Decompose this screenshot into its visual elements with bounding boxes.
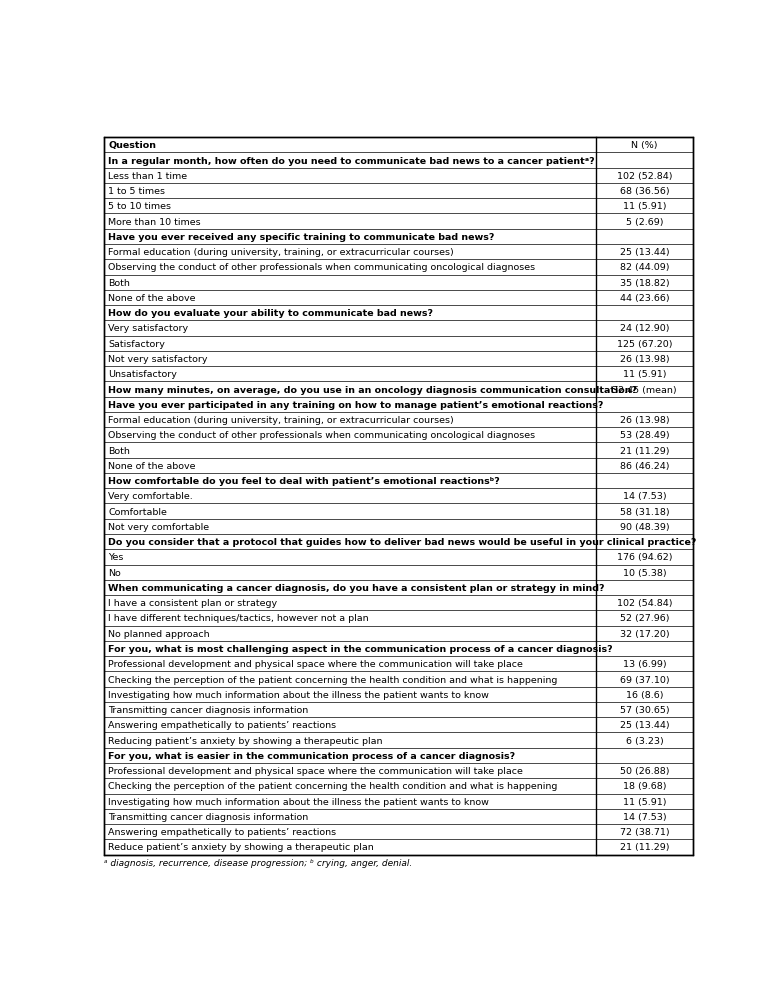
Text: 14 (7.53): 14 (7.53) (622, 813, 666, 821)
Text: 18 (9.68): 18 (9.68) (622, 782, 666, 791)
Text: 90 (48.39): 90 (48.39) (619, 522, 669, 531)
Text: For you, what is easier in the communication process of a cancer diagnosis?: For you, what is easier in the communica… (108, 752, 515, 761)
Text: More than 10 times: More than 10 times (108, 217, 201, 226)
Text: Very satisfactory: Very satisfactory (108, 324, 188, 333)
Text: 1 to 5 times: 1 to 5 times (108, 186, 165, 195)
Text: Comfortable: Comfortable (108, 507, 167, 516)
Text: 16 (8.6): 16 (8.6) (626, 690, 663, 699)
Text: I have a consistent plan or strategy: I have a consistent plan or strategy (108, 598, 277, 607)
Text: 13 (6.99): 13 (6.99) (622, 659, 666, 668)
Text: ᵃ diagnosis, recurrence, disease progression; ᵇ crying, anger, denial.: ᵃ diagnosis, recurrence, disease progres… (104, 858, 413, 867)
Text: Yes: Yes (108, 553, 124, 562)
Text: Very comfortable.: Very comfortable. (108, 492, 193, 501)
Text: None of the above: None of the above (108, 461, 195, 470)
Text: 32 (17.20): 32 (17.20) (619, 629, 669, 638)
Text: None of the above: None of the above (108, 294, 195, 303)
Text: 86 (46.24): 86 (46.24) (619, 461, 669, 470)
Text: 50 (26.88): 50 (26.88) (619, 767, 669, 776)
Text: 24 (12.90): 24 (12.90) (619, 324, 669, 333)
Text: 53 (28.49): 53 (28.49) (619, 431, 669, 440)
Text: 5 to 10 times: 5 to 10 times (108, 202, 171, 211)
Text: Unsatisfactory: Unsatisfactory (108, 370, 177, 379)
Text: 11 (5.91): 11 (5.91) (622, 370, 666, 379)
Text: Both: Both (108, 446, 130, 455)
Text: Professional development and physical space where the communication will take pl: Professional development and physical sp… (108, 767, 523, 776)
Text: For you, what is most challenging aspect in the communication process of a cance: For you, what is most challenging aspect… (108, 644, 613, 653)
Text: Transmitting cancer diagnosis information: Transmitting cancer diagnosis informatio… (108, 813, 308, 821)
Text: 25 (13.44): 25 (13.44) (619, 247, 669, 257)
Text: 26 (13.98): 26 (13.98) (619, 355, 669, 364)
Text: Answering empathetically to patients’ reactions: Answering empathetically to patients’ re… (108, 720, 336, 729)
Text: 25 (13.44): 25 (13.44) (619, 720, 669, 729)
Text: I have different techniques/tactics, however not a plan: I have different techniques/tactics, how… (108, 614, 369, 623)
Text: 11 (5.91): 11 (5.91) (622, 797, 666, 806)
Text: 35 (18.82): 35 (18.82) (619, 279, 669, 288)
Text: Professional development and physical space where the communication will take pl: Professional development and physical sp… (108, 659, 523, 668)
Text: How many minutes, on average, do you use in an oncology diagnosis communication : How many minutes, on average, do you use… (108, 385, 637, 394)
Text: Have you ever participated in any training on how to manage patient’s emotional : Have you ever participated in any traini… (108, 401, 604, 410)
Text: 26 (13.98): 26 (13.98) (619, 416, 669, 425)
Text: 176 (94.62): 176 (94.62) (617, 553, 672, 562)
Text: Answering empathetically to patients’ reactions: Answering empathetically to patients’ re… (108, 828, 336, 837)
Text: Have you ever received any specific training to communicate bad news?: Have you ever received any specific trai… (108, 232, 495, 241)
Text: 11 (5.91): 11 (5.91) (622, 202, 666, 211)
Text: Formal education (during university, training, or extracurricular courses): Formal education (during university, tra… (108, 416, 454, 425)
Text: Do you consider that a protocol that guides how to deliver bad news would be use: Do you consider that a protocol that gui… (108, 538, 696, 547)
Text: 14 (7.53): 14 (7.53) (622, 492, 666, 501)
Text: 52 (27.96): 52 (27.96) (619, 614, 669, 623)
Text: 125 (67.20): 125 (67.20) (617, 340, 672, 349)
Text: 32.45 (mean): 32.45 (mean) (612, 385, 677, 394)
Text: Investigating how much information about the illness the patient wants to know: Investigating how much information about… (108, 690, 489, 699)
Text: 44 (23.66): 44 (23.66) (619, 294, 669, 303)
Text: Formal education (during university, training, or extracurricular courses): Formal education (during university, tra… (108, 247, 454, 257)
Text: Observing the conduct of other professionals when communicating oncological diag: Observing the conduct of other professio… (108, 431, 535, 440)
Text: Reduce patient’s anxiety by showing a therapeutic plan: Reduce patient’s anxiety by showing a th… (108, 843, 374, 852)
Text: 6 (3.23): 6 (3.23) (626, 735, 664, 744)
Text: Checking the perception of the patient concerning the health condition and what : Checking the perception of the patient c… (108, 782, 558, 791)
Text: 5 (2.69): 5 (2.69) (626, 217, 663, 226)
Text: 58 (31.18): 58 (31.18) (619, 507, 669, 516)
Text: 102 (52.84): 102 (52.84) (617, 171, 672, 180)
Text: Not very satisfactory: Not very satisfactory (108, 355, 208, 364)
Text: In a regular month, how often do you need to communicate bad news to a cancer pa: In a regular month, how often do you nee… (108, 156, 594, 165)
Text: 10 (5.38): 10 (5.38) (622, 568, 666, 577)
Text: Satisfactory: Satisfactory (108, 340, 165, 349)
Text: Not very comfortable: Not very comfortable (108, 522, 209, 531)
Text: 82 (44.09): 82 (44.09) (619, 264, 669, 273)
Text: 68 (36.56): 68 (36.56) (619, 186, 669, 195)
Text: Question: Question (108, 141, 156, 150)
Text: Transmitting cancer diagnosis information: Transmitting cancer diagnosis informatio… (108, 705, 308, 714)
Text: Reducing patient’s anxiety by showing a therapeutic plan: Reducing patient’s anxiety by showing a … (108, 735, 383, 744)
Text: Both: Both (108, 279, 130, 288)
Text: When communicating a cancer diagnosis, do you have a consistent plan or strategy: When communicating a cancer diagnosis, d… (108, 583, 605, 592)
Text: 69 (37.10): 69 (37.10) (619, 675, 669, 683)
Text: N (%): N (%) (631, 141, 657, 150)
Text: Less than 1 time: Less than 1 time (108, 171, 187, 180)
Text: No: No (108, 568, 121, 577)
Text: No planned approach: No planned approach (108, 629, 210, 638)
Text: How do you evaluate your ability to communicate bad news?: How do you evaluate your ability to comm… (108, 309, 433, 318)
Text: 57 (30.65): 57 (30.65) (619, 705, 669, 714)
Text: Observing the conduct of other professionals when communicating oncological diag: Observing the conduct of other professio… (108, 264, 535, 273)
Text: 21 (11.29): 21 (11.29) (619, 843, 669, 852)
Text: 102 (54.84): 102 (54.84) (617, 598, 672, 607)
Text: 21 (11.29): 21 (11.29) (619, 446, 669, 455)
Text: Investigating how much information about the illness the patient wants to know: Investigating how much information about… (108, 797, 489, 806)
Text: How comfortable do you feel to deal with patient’s emotional reactionsᵇ?: How comfortable do you feel to deal with… (108, 477, 499, 486)
Text: Checking the perception of the patient concerning the health condition and what : Checking the perception of the patient c… (108, 675, 558, 683)
Text: 72 (38.71): 72 (38.71) (619, 828, 669, 837)
